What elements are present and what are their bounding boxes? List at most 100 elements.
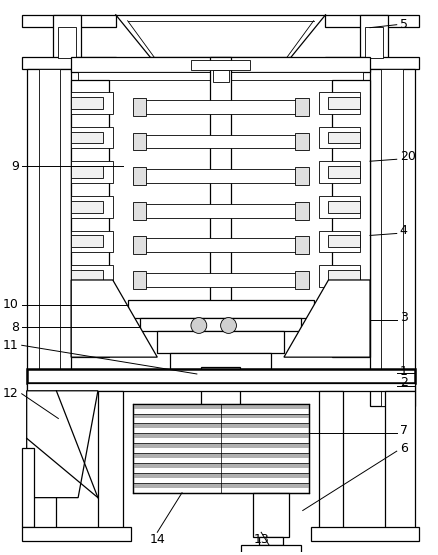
Bar	[170, 353, 271, 369]
Bar	[133, 483, 309, 488]
Bar	[145, 134, 298, 148]
Bar	[22, 15, 116, 27]
Bar	[78, 72, 363, 80]
Bar	[145, 239, 298, 253]
Bar	[133, 433, 309, 438]
Bar	[325, 15, 420, 27]
Bar	[145, 100, 298, 114]
Bar	[328, 201, 360, 213]
Bar	[22, 57, 116, 69]
Bar	[22, 527, 131, 541]
Bar	[98, 391, 123, 537]
Bar	[328, 166, 360, 178]
Bar	[328, 97, 360, 109]
Bar	[328, 270, 360, 282]
Bar	[133, 473, 309, 478]
Bar	[145, 273, 298, 287]
Bar	[133, 98, 146, 116]
Bar	[213, 70, 229, 82]
Bar	[253, 493, 289, 537]
Bar	[141, 317, 301, 331]
Bar	[318, 127, 360, 148]
Bar	[27, 69, 71, 406]
Bar	[295, 133, 309, 150]
Bar	[328, 235, 360, 248]
Bar	[259, 537, 283, 545]
Bar	[133, 443, 309, 448]
Bar	[27, 391, 57, 537]
Bar	[318, 265, 360, 287]
Bar	[71, 80, 109, 357]
Text: 6: 6	[400, 442, 408, 455]
Text: 12: 12	[3, 387, 19, 400]
Bar	[318, 230, 360, 253]
Bar	[133, 202, 146, 220]
Bar	[295, 98, 309, 116]
Text: 7: 7	[400, 424, 408, 437]
Bar	[325, 57, 420, 69]
Text: 9: 9	[11, 160, 19, 173]
Bar	[71, 270, 103, 282]
Bar	[311, 527, 420, 541]
Text: 11: 11	[3, 339, 19, 352]
Bar	[71, 162, 113, 183]
Bar	[295, 236, 309, 254]
Polygon shape	[284, 280, 370, 357]
Bar	[133, 236, 146, 254]
Bar	[328, 132, 360, 143]
Bar	[318, 162, 360, 183]
Bar	[127, 300, 314, 317]
Bar	[295, 202, 309, 220]
Bar	[53, 15, 81, 69]
Bar	[71, 265, 113, 287]
Bar	[71, 127, 113, 148]
Bar	[22, 448, 34, 527]
Bar	[133, 413, 309, 418]
Bar	[71, 132, 103, 143]
Text: 20: 20	[400, 150, 416, 163]
Bar	[133, 403, 309, 493]
Bar	[71, 201, 103, 213]
Bar	[201, 367, 240, 421]
Bar	[318, 391, 343, 537]
Text: 8: 8	[11, 321, 19, 334]
Bar	[27, 369, 414, 383]
Bar	[157, 331, 284, 353]
Bar	[370, 69, 414, 406]
Bar	[210, 57, 232, 379]
Bar	[241, 545, 301, 555]
Bar	[71, 235, 103, 248]
Bar	[191, 416, 250, 435]
Circle shape	[221, 317, 237, 334]
Text: 2: 2	[400, 376, 408, 390]
Bar	[71, 57, 370, 72]
Bar	[71, 97, 103, 109]
Bar	[39, 69, 60, 406]
Bar	[145, 204, 298, 218]
Bar	[133, 423, 309, 428]
Text: 14: 14	[149, 533, 165, 546]
Text: 1: 1	[400, 365, 408, 377]
Bar	[71, 230, 113, 253]
Bar	[191, 60, 250, 70]
Bar	[133, 133, 146, 150]
Bar	[133, 463, 309, 468]
Bar	[133, 453, 309, 458]
Bar	[332, 80, 370, 357]
Text: 4: 4	[400, 224, 408, 237]
Bar	[133, 167, 146, 185]
Bar	[199, 435, 242, 448]
Bar	[71, 92, 113, 114]
Polygon shape	[71, 280, 157, 357]
Bar	[71, 166, 103, 178]
Text: 5: 5	[400, 18, 408, 31]
Bar	[385, 391, 414, 537]
Bar	[295, 167, 309, 185]
Text: 10: 10	[3, 298, 19, 311]
Bar	[58, 27, 76, 58]
Text: 13: 13	[253, 533, 269, 546]
Text: 3: 3	[400, 311, 408, 324]
Bar	[318, 92, 360, 114]
Circle shape	[191, 317, 207, 334]
Bar	[27, 383, 414, 391]
